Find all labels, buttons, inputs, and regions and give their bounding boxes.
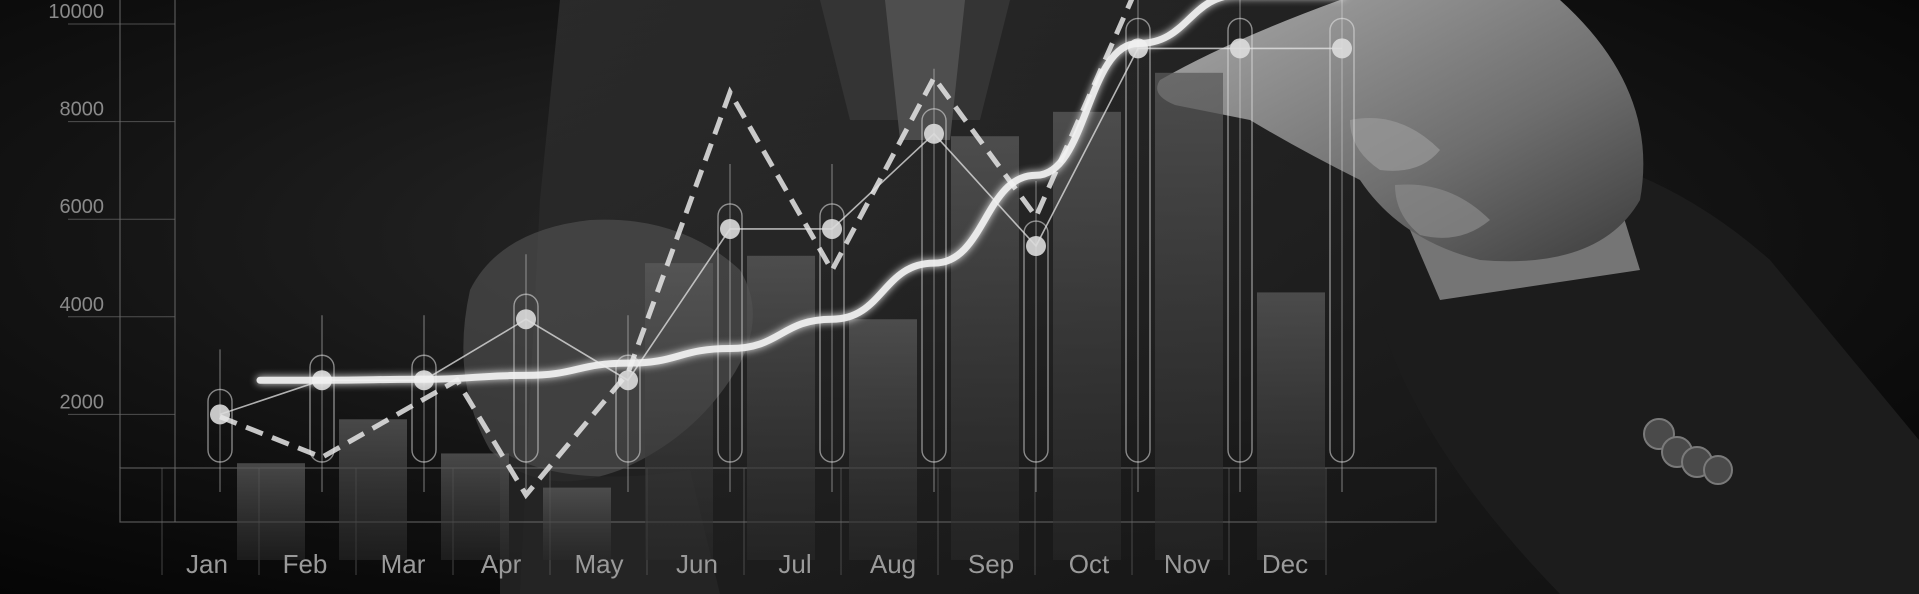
hand-finger [1350,118,1440,171]
x-tick-label: Sep [968,549,1014,579]
x-tick-label: Aug [870,549,916,579]
bar [645,263,713,560]
capsule [207,388,233,463]
capsule [615,354,641,463]
series-line-dashed [219,0,1135,500]
series-point [1230,38,1250,59]
y-tick-label: 6000 [60,196,105,218]
series-point [1026,236,1046,257]
chart-bars [237,72,1325,561]
x-tick-label: Dec [1262,549,1308,579]
bar [1155,72,1223,561]
bar [951,136,1019,561]
x-tick-label: Feb [283,549,328,579]
series-point [618,370,638,391]
chart-overlay: 2000 4000 6000 8000 10000 Jan Feb Mar Apr May Jun… [48,0,1437,579]
bar [1053,111,1121,560]
x-tick-label: Jan [186,549,228,579]
chart-capsules [207,0,1355,492]
x-tick-label: Apr [481,549,522,579]
capsule [819,203,845,463]
bar [1257,292,1325,560]
capsule [717,203,743,463]
x-axis-ticks: Jan Feb Mar Apr May Jun Jul Aug Sep Oct Nov Dec [186,549,1308,579]
series-trend-curve [256,0,1226,384]
x-tick-label: May [574,549,623,579]
series-point [516,309,536,330]
bar [849,319,917,560]
bar [441,453,509,560]
sleeve-button-icon [1703,455,1733,485]
series-point [924,123,944,144]
capsule [1227,17,1253,463]
hand-finger [1395,184,1490,238]
capsule [1329,17,1355,463]
bar [747,255,815,561]
y-tick-label: 2000 [60,391,105,413]
series-point [822,218,842,239]
x-tick-label: Oct [1069,549,1110,579]
bar [237,463,305,560]
y-tick-label: 4000 [60,294,105,316]
series-point [1332,38,1352,59]
chart-series [210,0,1352,500]
capsule [1023,220,1049,463]
capsule [921,108,947,463]
y-tick-label: 8000 [60,99,105,121]
x-tick-label: Nov [1164,549,1210,579]
x-tick-label: Jun [676,549,718,579]
bar [543,487,611,560]
capsule [309,354,335,463]
tie [885,0,965,140]
sleeve-buttons [1643,418,1733,485]
x-tick-label: Jul [778,549,811,579]
x-tick-label: Mar [381,549,426,579]
series-point [720,218,740,239]
y-tick-label: 10000 [48,1,104,23]
capsule [1125,17,1151,463]
y-axis-ticks: 2000 4000 6000 8000 10000 [48,1,104,413]
